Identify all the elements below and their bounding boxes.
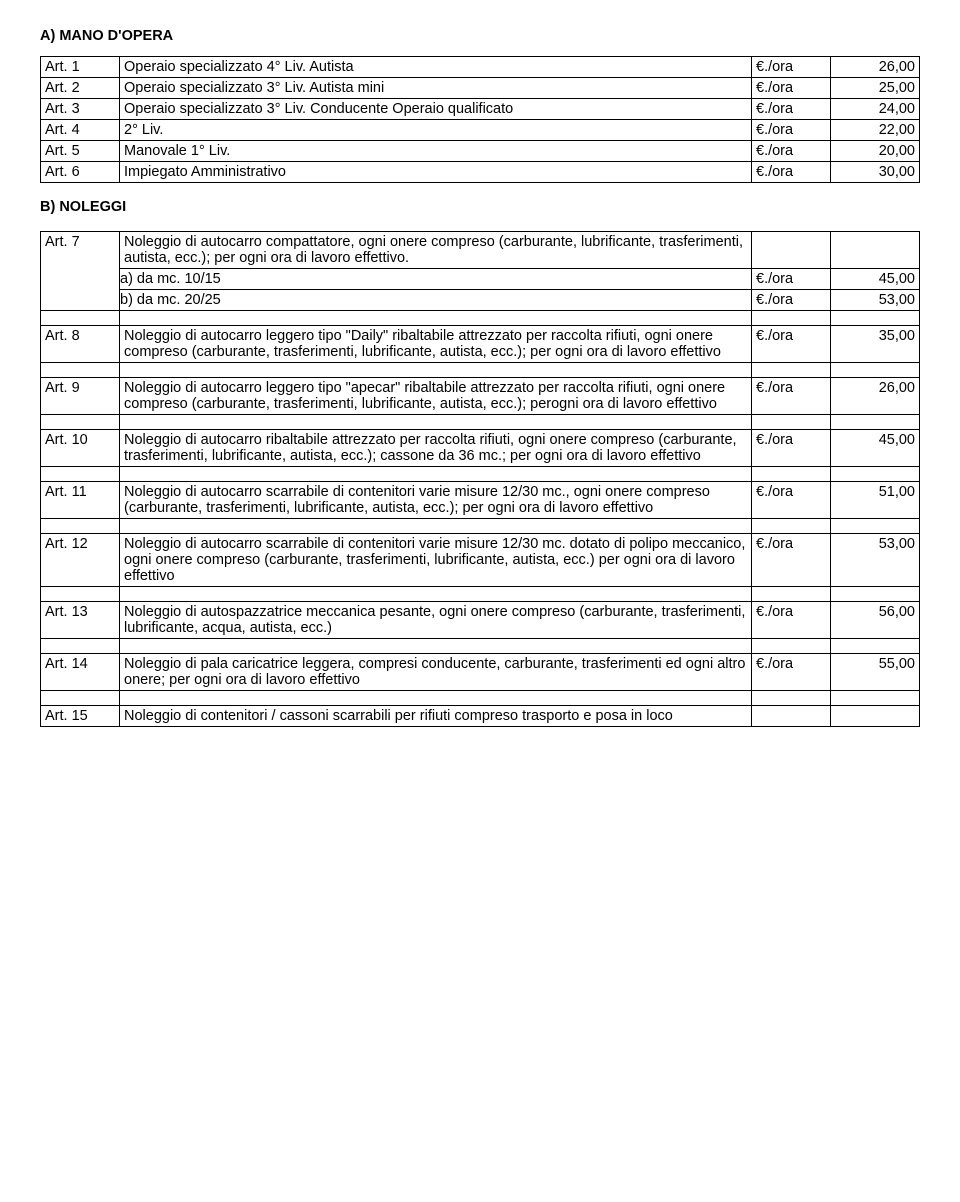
cell-desc: Noleggio di autocarro ribaltabile attrez… [120,430,752,467]
cell-price: 35,00 [831,326,920,363]
section-a-title: A) MANO D'OPERA [40,28,920,44]
cell-desc: Operaio specializzato 4° Liv. Autista [120,57,752,78]
table-row: Art. 42° Liv.€./ora22,00 [41,120,920,141]
cell-art: Art. 7 [41,232,120,311]
cell-desc: Noleggio di contenitori / cassoni scarra… [120,706,752,727]
cell-desc: Noleggio di pala caricatrice leggera, co… [120,654,752,691]
table-row: a) da mc. 10/15€./ora45,00 [41,269,920,290]
cell-desc: 2° Liv. [120,120,752,141]
cell-art: Art. 12 [41,534,120,587]
cell-art: Art. 15 [41,706,120,727]
cell-art: Art. 2 [41,78,120,99]
cell-price: 51,00 [831,482,920,519]
cell-unit: €./ora [752,326,831,363]
table-row: b) da mc. 20/25€./ora53,00 [41,290,920,311]
cell-art: Art. 8 [41,326,120,363]
table-row: Art. 5Manovale 1° Liv.€./ora20,00 [41,141,920,162]
cell-unit: €./ora [752,430,831,467]
cell-price [831,706,920,727]
cell-art: Art. 6 [41,162,120,183]
cell-unit: €./ora [752,378,831,415]
cell-unit: €./ora [752,120,831,141]
cell-unit: €./ora [752,78,831,99]
row-spacer [41,691,920,706]
cell-unit: €./ora [752,290,831,311]
table-row: Art. 6Impiegato Amministrativo€./ora30,0… [41,162,920,183]
cell-art: Art. 5 [41,141,120,162]
cell-desc: Impiegato Amministrativo [120,162,752,183]
cell-unit: €./ora [752,654,831,691]
table-row: Art. 8Noleggio di autocarro leggero tipo… [41,326,920,363]
row-spacer [41,467,920,482]
cell-price: 56,00 [831,602,920,639]
cell-price: 22,00 [831,120,920,141]
cell-price: 53,00 [831,534,920,587]
cell-art: Art. 1 [41,57,120,78]
cell-price: 30,00 [831,162,920,183]
cell-desc: Manovale 1° Liv. [120,141,752,162]
cell-art: Art. 4 [41,120,120,141]
row-spacer [41,363,920,378]
row-spacer [41,311,920,326]
cell-price: 20,00 [831,141,920,162]
cell-price [831,232,920,269]
row-spacer [41,519,920,534]
table-row: Art. 2Operaio specializzato 3° Liv. Auti… [41,78,920,99]
row-spacer [41,415,920,430]
cell-desc: Operaio specializzato 3° Liv. Autista mi… [120,78,752,99]
cell-price: 45,00 [831,430,920,467]
cell-desc: Operaio specializzato 3° Liv. Conducente… [120,99,752,120]
cell-sub-desc: b) da mc. 20/25 [120,290,752,311]
cell-desc: Noleggio di autospazzatrice meccanica pe… [120,602,752,639]
cell-desc: Noleggio di autocarro compattatore, ogni… [120,232,752,269]
cell-art: Art. 3 [41,99,120,120]
cell-unit: €./ora [752,162,831,183]
cell-unit [752,706,831,727]
cell-price: 26,00 [831,57,920,78]
cell-art: Art. 13 [41,602,120,639]
cell-desc: Noleggio di autocarro leggero tipo "Dail… [120,326,752,363]
table-row: Art. 7Noleggio di autocarro compattatore… [41,232,920,269]
table-row: Art. 13Noleggio di autospazzatrice mecca… [41,602,920,639]
cell-price: 53,00 [831,290,920,311]
cell-price: 45,00 [831,269,920,290]
cell-desc: Noleggio di autocarro leggero tipo "apec… [120,378,752,415]
cell-desc: Noleggio di autocarro scarrabile di cont… [120,482,752,519]
table-row: Art. 9Noleggio di autocarro leggero tipo… [41,378,920,415]
table-row: Art. 1Operaio specializzato 4° Liv. Auti… [41,57,920,78]
table-row: Art. 11Noleggio di autocarro scarrabile … [41,482,920,519]
cell-unit: €./ora [752,534,831,587]
cell-art: Art. 9 [41,378,120,415]
cell-desc: Noleggio di autocarro scarrabile di cont… [120,534,752,587]
row-spacer [41,639,920,654]
table-mano-dopera: Art. 1Operaio specializzato 4° Liv. Auti… [40,56,920,183]
cell-unit: €./ora [752,57,831,78]
cell-art: Art. 10 [41,430,120,467]
cell-unit: €./ora [752,602,831,639]
table-row: Art. 14Noleggio di pala caricatrice legg… [41,654,920,691]
table-row: Art. 12Noleggio di autocarro scarrabile … [41,534,920,587]
table-row: Art. 3Operaio specializzato 3° Liv. Cond… [41,99,920,120]
cell-sub-desc: a) da mc. 10/15 [120,269,752,290]
table-row: Art. 15Noleggio di contenitori / cassoni… [41,706,920,727]
cell-price: 26,00 [831,378,920,415]
section-b-title: B) NOLEGGI [40,199,920,215]
cell-art: Art. 14 [41,654,120,691]
cell-art: Art. 11 [41,482,120,519]
cell-price: 24,00 [831,99,920,120]
cell-unit: €./ora [752,99,831,120]
cell-unit: €./ora [752,141,831,162]
cell-unit: €./ora [752,269,831,290]
row-spacer [41,587,920,602]
table-noleggi: Art. 7Noleggio di autocarro compattatore… [40,231,920,727]
cell-unit [752,232,831,269]
cell-unit: €./ora [752,482,831,519]
table-row: Art. 10Noleggio di autocarro ribaltabile… [41,430,920,467]
cell-price: 55,00 [831,654,920,691]
cell-price: 25,00 [831,78,920,99]
